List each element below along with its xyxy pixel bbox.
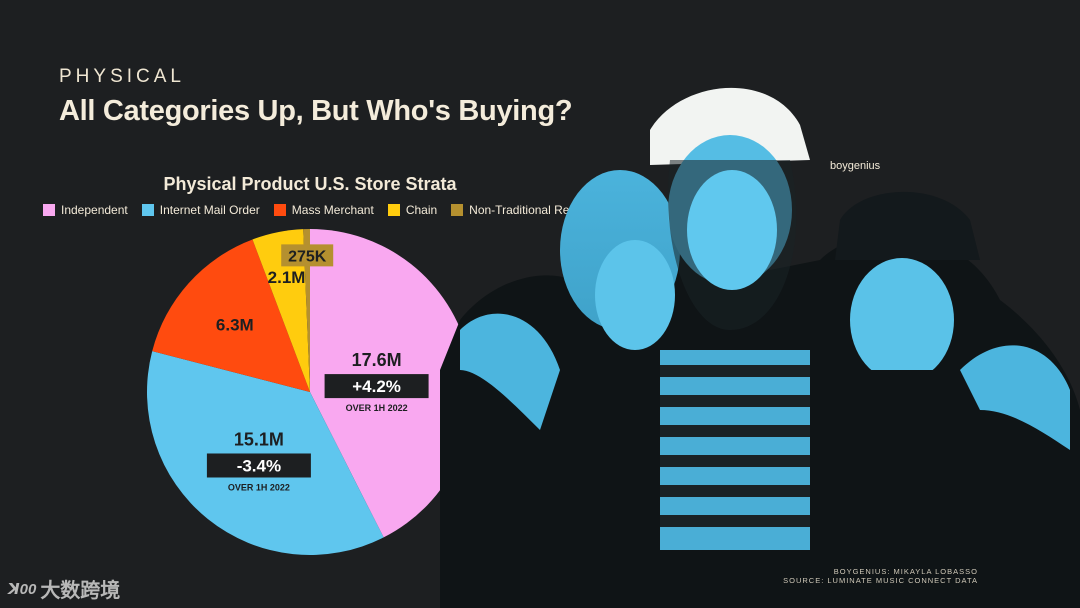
legend-item: Chain xyxy=(387,203,438,217)
legend-label: Mass Merchant xyxy=(291,203,374,217)
legend-item: Independent xyxy=(43,203,128,217)
band-photo xyxy=(440,87,1080,608)
photo-credit: BOYGENIUS: MIKAYLA LOBASSO xyxy=(833,567,978,576)
legend-swatch xyxy=(43,204,55,216)
section-eyebrow: PHYSICAL xyxy=(59,66,185,87)
pie-slice xyxy=(252,229,310,392)
legend-label: Non-Traditional Retail xyxy=(469,203,585,217)
small-slice-label-bg xyxy=(281,244,334,267)
legend-label: Independent xyxy=(61,203,128,217)
legend-item: Mass Merchant xyxy=(273,203,374,217)
change-badge xyxy=(324,374,429,399)
legend-swatch xyxy=(141,204,154,216)
slice-value-label: 15.1M xyxy=(234,429,284,449)
pie-slice xyxy=(303,229,310,392)
watermark: ꓘ00 大数跨境 xyxy=(8,574,120,603)
change-value: -3.4% xyxy=(237,456,281,475)
watermark-logo: ꓘ00 xyxy=(8,580,37,598)
page-headline: All Categories Up, But Who's Buying? xyxy=(59,95,573,127)
slice-value-label: 2.1M xyxy=(268,268,306,287)
change-badge xyxy=(206,453,311,478)
change-note: OVER 1H 2022 xyxy=(228,482,290,492)
legend-item: Internet Mail Order xyxy=(141,203,260,217)
legend-label: Internet Mail Order xyxy=(159,203,260,217)
legend-label: Chain xyxy=(405,203,438,217)
chart-title: Physical Product U.S. Store Strata xyxy=(163,174,457,194)
pie-chart: 17.6M +4.2% OVER 1H 2022 15.1M -3.4% OVER 1H … xyxy=(147,229,474,555)
change-note: OVER 1H 2022 xyxy=(346,403,408,413)
watermark-text: 大数跨境 xyxy=(40,580,121,602)
pie-slice xyxy=(147,351,384,555)
chart-legend: Independent Internet Mail Order Mass Merch… xyxy=(43,203,585,217)
legend-item: Non-Traditional Retail xyxy=(451,203,585,217)
legend-swatch xyxy=(273,204,286,216)
photo-caption: boygenius xyxy=(830,160,881,172)
legend-swatch xyxy=(451,204,464,216)
pie-slice xyxy=(152,239,310,392)
source-credit: SOURCE: LUMINATE MUSIC CONNECT DATA xyxy=(783,576,978,585)
slice-value-label: 6.3M xyxy=(216,315,254,334)
slice-value-label: 275K xyxy=(288,248,327,265)
change-value: +4.2% xyxy=(352,377,401,396)
legend-swatch xyxy=(387,204,400,216)
slice-value-label: 17.6M xyxy=(352,350,402,370)
